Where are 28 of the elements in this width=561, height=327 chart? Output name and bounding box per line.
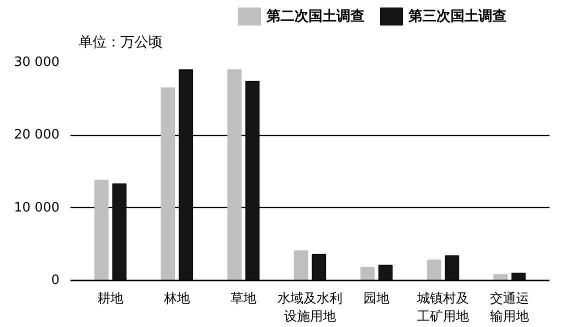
bar [378,264,393,280]
y-axis-title: 单位：万公顷 [78,34,162,50]
legend-label: 第三次国土调查 [408,8,506,24]
y-tick-label: 20 000 [14,128,60,143]
x-tick-label: 耕地 [97,292,124,306]
x-tick-label: 林地 [162,292,190,306]
bar [360,266,375,280]
bar [94,180,109,280]
legend-label: 第二次国土调查 [266,8,364,24]
x-tick-label: 交通运输用地 [490,290,530,324]
x-tick-label: 园地 [364,292,390,306]
bar [294,250,308,280]
bar [444,255,460,280]
bar [511,272,526,280]
y-tick-label: 0 [51,273,60,288]
bar [160,87,176,280]
y-tick-label: 10 000 [14,200,60,216]
bar [493,274,508,280]
bar [312,254,326,280]
x-tick-label: 草地 [230,292,256,306]
y-tick-label: 30 000 [14,55,60,70]
bar [112,183,127,280]
bar [178,69,194,280]
x-tick-label: 城镇村及工矿用地 [416,292,470,324]
bar [245,80,260,280]
bar [227,69,242,280]
bar [426,260,442,280]
x-tick-label: 水域及水利设施用地 [278,292,342,324]
